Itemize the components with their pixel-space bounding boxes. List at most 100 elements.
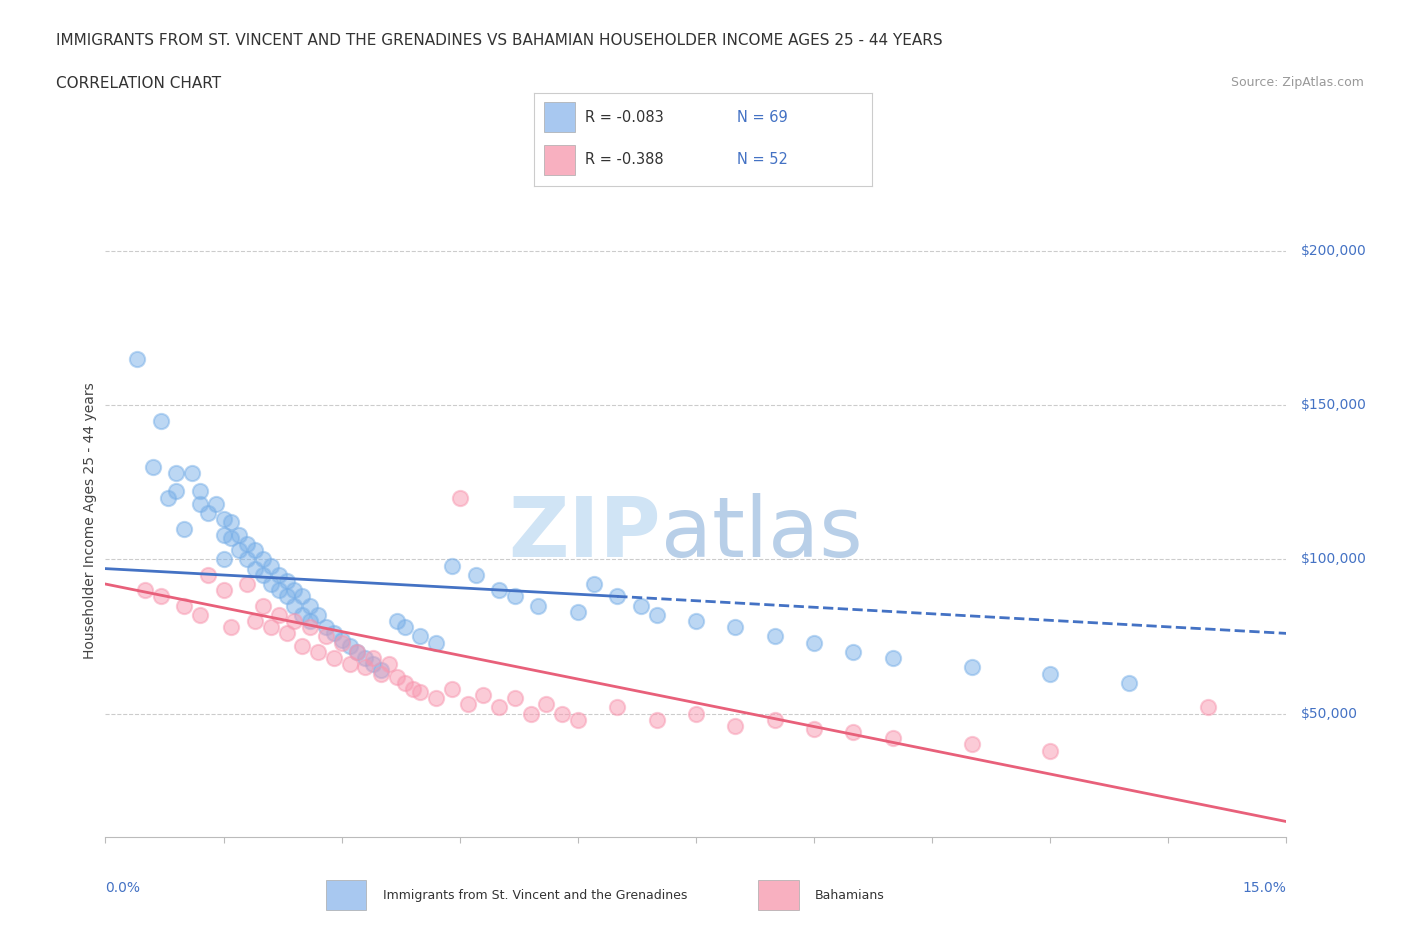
Text: $200,000: $200,000 (1301, 244, 1367, 258)
Point (267, 583, 290, 598)
Point (134, 583, 156, 598)
Point (252, 551, 274, 566)
Point (527, 598, 550, 613)
Point (142, 459, 165, 474)
Point (283, 614, 305, 629)
Point (243, 561, 266, 576)
Point (322, 626, 344, 641)
Point (188, 607, 211, 622)
Point (165, 484, 187, 498)
Point (260, 619, 283, 634)
Text: N = 69: N = 69 (737, 110, 787, 125)
Point (236, 551, 259, 566)
Text: $150,000: $150,000 (1301, 398, 1367, 412)
Point (149, 589, 172, 604)
Point (488, 700, 510, 715)
Point (394, 619, 416, 634)
Point (212, 551, 235, 566)
Bar (544, 145, 575, 175)
Point (299, 619, 322, 634)
Point (409, 629, 432, 644)
Point (882, 651, 904, 666)
Point (449, 490, 471, 505)
Point (724, 619, 747, 634)
Point (361, 651, 384, 666)
Point (503, 589, 526, 604)
Point (385, 670, 408, 684)
Point (1039, 743, 1062, 758)
Point (803, 635, 825, 650)
Text: R = -0.083: R = -0.083 (585, 110, 664, 125)
Point (960, 737, 983, 751)
Point (724, 719, 747, 734)
Point (409, 684, 432, 699)
Point (125, 352, 148, 366)
Point (401, 682, 423, 697)
Point (228, 527, 250, 542)
Point (299, 614, 322, 629)
Point (536, 697, 558, 711)
Point (457, 697, 479, 711)
Text: Immigrants from St. Vincent and the Grenadines: Immigrants from St. Vincent and the Gren… (382, 889, 688, 901)
Point (346, 644, 368, 659)
Point (763, 629, 786, 644)
Point (228, 543, 250, 558)
Bar (544, 102, 575, 132)
Text: $100,000: $100,000 (1301, 552, 1367, 566)
Point (252, 598, 274, 613)
Point (212, 512, 235, 526)
Point (315, 629, 337, 644)
Point (803, 722, 825, 737)
Point (339, 657, 361, 671)
Text: R = -0.388: R = -0.388 (585, 153, 664, 167)
Point (582, 577, 605, 591)
Point (354, 660, 377, 675)
Point (221, 619, 243, 634)
Point (276, 574, 298, 589)
Point (425, 691, 447, 706)
Point (1039, 666, 1062, 681)
Point (307, 607, 329, 622)
Text: N = 52: N = 52 (737, 153, 787, 167)
Point (197, 506, 219, 521)
Point (551, 706, 574, 721)
Text: ZIP: ZIP (508, 493, 661, 574)
Point (361, 657, 384, 671)
Point (472, 687, 495, 702)
Point (149, 413, 172, 428)
Point (960, 660, 983, 675)
Point (567, 604, 589, 619)
Point (243, 614, 266, 629)
Y-axis label: Householder Income Ages 25 - 44 years: Householder Income Ages 25 - 44 years (83, 382, 97, 659)
Point (276, 626, 298, 641)
Point (488, 583, 510, 598)
Point (440, 558, 463, 573)
Bar (326, 881, 367, 910)
Point (276, 589, 298, 604)
Point (440, 682, 463, 697)
Point (519, 706, 541, 721)
Point (197, 567, 219, 582)
Point (567, 712, 589, 727)
Text: CORRELATION CHART: CORRELATION CHART (56, 76, 221, 91)
Text: $50,000: $50,000 (1301, 707, 1357, 721)
Point (260, 577, 283, 591)
Point (173, 598, 195, 613)
Point (685, 614, 707, 629)
Point (425, 635, 447, 650)
Point (212, 527, 235, 542)
Point (204, 497, 226, 512)
Point (645, 712, 668, 727)
Text: 15.0%: 15.0% (1243, 882, 1286, 896)
Point (346, 644, 368, 659)
Point (503, 691, 526, 706)
Text: atlas: atlas (661, 493, 862, 574)
Point (307, 644, 329, 659)
Point (685, 706, 707, 721)
Point (378, 657, 401, 671)
Point (630, 598, 652, 613)
Point (236, 577, 259, 591)
Point (188, 497, 211, 512)
Point (283, 583, 305, 598)
Point (464, 567, 486, 582)
